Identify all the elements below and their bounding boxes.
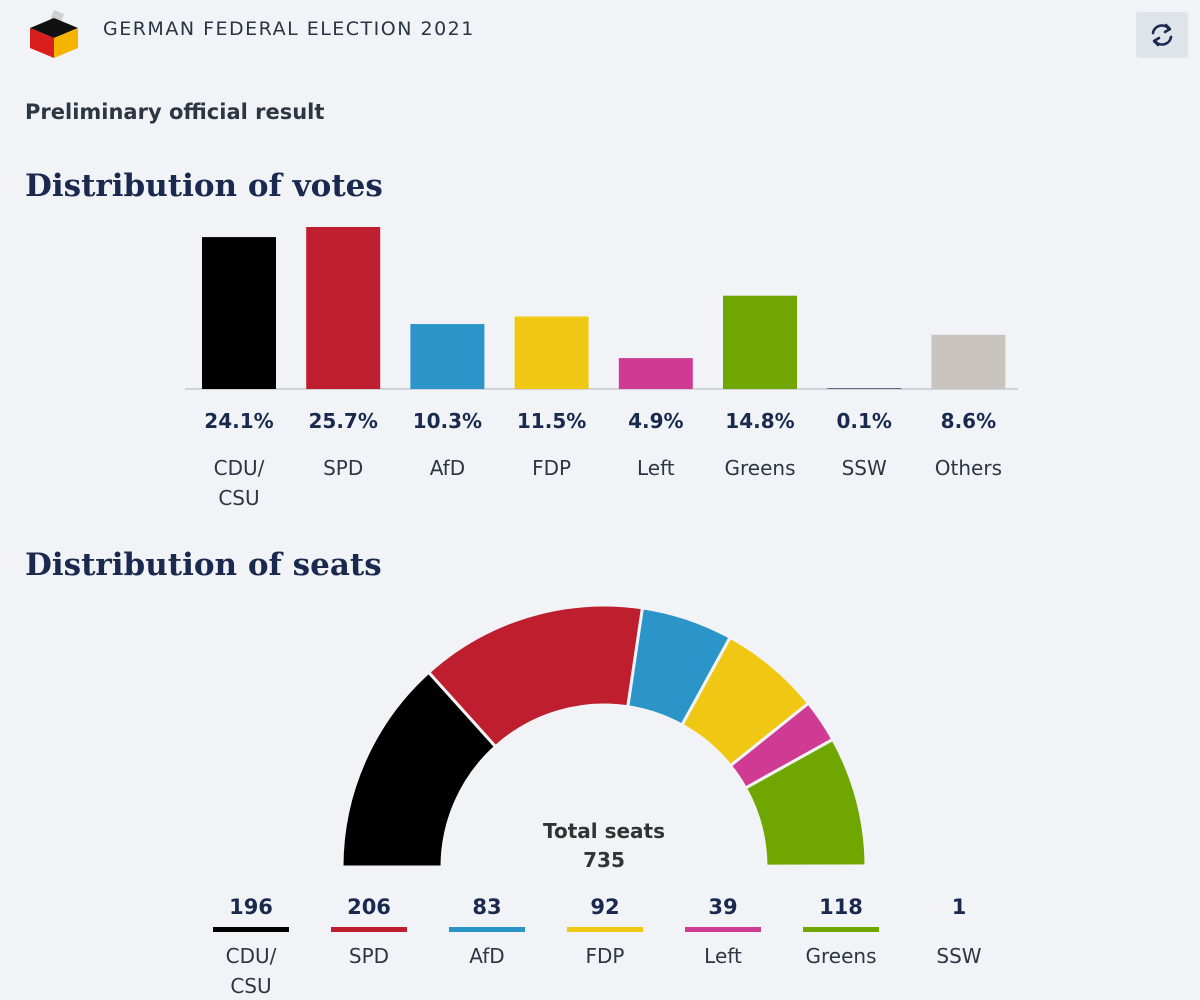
category-label-afd: AfD — [430, 456, 465, 480]
seat-party-label-ssw: SSW — [936, 944, 981, 968]
value-label-others: 8.6% — [941, 409, 996, 433]
value-label-left: 4.9% — [628, 409, 683, 433]
value-label-greens: 14.8% — [725, 409, 794, 433]
category-label-ssw: SSW — [842, 456, 887, 480]
value-label-fdp: 11.5% — [517, 409, 586, 433]
bar-fdp — [514, 316, 589, 389]
category-label-fdp: FDP — [532, 456, 571, 480]
bar-cdu-csu — [202, 237, 276, 389]
seat-party-label-greens: Greens — [806, 944, 877, 968]
legend-swatch-cdu-csu — [213, 927, 289, 932]
value-label-afd: 10.3% — [413, 409, 482, 433]
seat-party-label-cdu-csu: CSU — [230, 974, 271, 998]
legend-swatch-spd — [331, 927, 407, 932]
seat-count-greens: 118 — [819, 895, 863, 919]
legend-swatch-left — [685, 927, 761, 932]
seat-count-fdp: 92 — [590, 895, 619, 919]
seats-title: Distribution of seats — [25, 547, 382, 583]
seat-count-left: 39 — [708, 895, 737, 919]
seat-count-ssw: 1 — [952, 895, 967, 919]
value-label-cdu-csu: 24.1% — [204, 409, 273, 433]
category-label-cdu-csu: CDU/ — [214, 456, 265, 480]
bar-others — [931, 334, 1006, 389]
seat-party-label-left: Left — [704, 944, 742, 968]
seat-count-cdu-csu: 196 — [229, 895, 273, 919]
bar-spd — [306, 227, 381, 389]
header: GERMAN FEDERAL ELECTION 2021 — [0, 0, 1200, 70]
votes-title: Distribution of votes — [25, 168, 383, 204]
refresh-icon — [1151, 23, 1173, 47]
seat-count-spd: 206 — [347, 895, 391, 919]
seat-party-label-afd: AfD — [469, 944, 504, 968]
seat-segment-ssw — [764, 864, 868, 869]
bar-left — [618, 358, 693, 389]
value-label-ssw: 0.1% — [836, 409, 891, 433]
seat-party-label-cdu-csu: CDU/ — [226, 944, 277, 968]
seat-party-label-fdp: FDP — [586, 944, 625, 968]
ballot-box-icon — [30, 10, 78, 58]
category-label-spd: SPD — [323, 456, 363, 480]
legend-swatch-afd — [449, 927, 525, 932]
seat-count-afd: 83 — [472, 895, 501, 919]
category-label-cdu-csu: CSU — [218, 486, 259, 510]
category-label-others: Others — [935, 456, 1002, 480]
refresh-button[interactable] — [1136, 12, 1188, 58]
legend-swatch-fdp — [567, 927, 643, 932]
category-label-greens: Greens — [725, 456, 796, 480]
total-seats-label: Total seats — [543, 819, 665, 843]
legend-swatch-greens — [803, 927, 879, 932]
value-label-spd: 25.7% — [309, 409, 378, 433]
app-title: GERMAN FEDERAL ELECTION 2021 — [103, 18, 475, 40]
bar-greens — [723, 295, 797, 389]
bar-ssw — [827, 388, 902, 389]
bar-afd — [410, 324, 485, 389]
result-status: Preliminary official result — [25, 100, 325, 124]
seat-party-label-spd: SPD — [349, 944, 389, 968]
category-label-left: Left — [637, 456, 675, 480]
total-seats-value: 735 — [583, 848, 625, 872]
